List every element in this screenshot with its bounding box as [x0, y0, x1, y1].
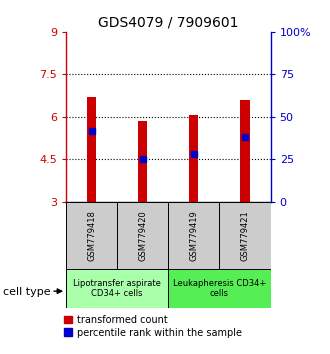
- Bar: [117, 202, 168, 269]
- Bar: [66, 202, 117, 269]
- Bar: [241, 100, 249, 202]
- Bar: [66, 269, 168, 308]
- Bar: [168, 202, 219, 269]
- Bar: [219, 202, 271, 269]
- Bar: [168, 269, 271, 308]
- Text: GSM779419: GSM779419: [189, 210, 198, 261]
- Bar: [138, 121, 147, 202]
- Legend: transformed count, percentile rank within the sample: transformed count, percentile rank withi…: [64, 315, 242, 337]
- Bar: [189, 115, 198, 202]
- Text: GSM779420: GSM779420: [138, 210, 147, 261]
- Bar: [87, 97, 96, 202]
- Text: Leukapheresis CD34+
cells: Leukapheresis CD34+ cells: [173, 279, 266, 298]
- Text: GSM779418: GSM779418: [87, 210, 96, 261]
- Title: GDS4079 / 7909601: GDS4079 / 7909601: [98, 15, 239, 29]
- Text: GSM779421: GSM779421: [241, 210, 249, 261]
- Text: cell type: cell type: [3, 287, 51, 297]
- Text: Lipotransfer aspirate
CD34+ cells: Lipotransfer aspirate CD34+ cells: [73, 279, 161, 298]
